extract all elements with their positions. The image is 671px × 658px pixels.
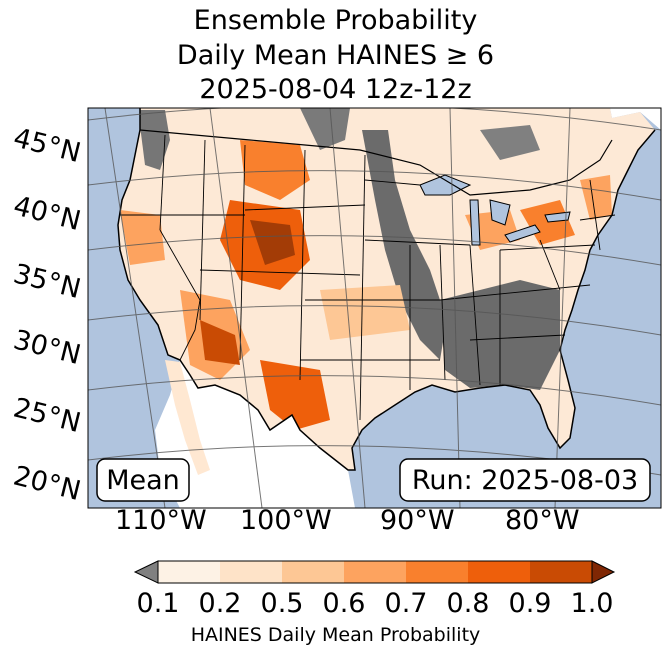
colorbar-label: HAINES Daily Mean Probability: [190, 624, 481, 646]
nodata-northwest: [138, 110, 170, 170]
colorbar-tick-1: 0.2: [198, 588, 242, 619]
lon-label-90w: 90°W: [380, 505, 455, 536]
lake-superior: [419, 174, 472, 196]
nodata-north: [300, 108, 350, 150]
prob-montana: [240, 140, 310, 200]
prob-arizona-high: [200, 320, 240, 365]
colorbar-segment: [158, 561, 221, 583]
state-borders: [120, 134, 616, 421]
colorbar-segment: [406, 561, 469, 583]
prob-california-north: [120, 210, 165, 265]
nodata-plains: [362, 130, 445, 360]
lake-ontario: [544, 211, 571, 223]
chart-title-line-2: Daily Mean HAINES ≥ 6: [176, 40, 495, 71]
colorbar-tick-3: 0.6: [322, 588, 366, 619]
chart-title-line-1: Ensemble Probability: [193, 5, 478, 36]
map-frame: [87, 107, 662, 509]
colorbar: [133, 560, 616, 584]
colorbar-segment: [468, 561, 531, 583]
us-canada-border: [139, 129, 613, 196]
stat-box-text: Mean: [106, 465, 180, 496]
colorbar-tick-5: 0.8: [446, 588, 490, 619]
prob-colorado-high: [250, 220, 295, 265]
colorbar-tick-4: 0.7: [384, 588, 428, 619]
colorbar-segment: [530, 561, 593, 583]
stat-box: [96, 458, 190, 502]
lake-erie: [504, 224, 541, 243]
colorbar-segment: [344, 561, 407, 583]
chart-title-line-3: 2025-08-04 12z-12z: [199, 74, 472, 105]
run-box-text: Run: 2025-08-03: [412, 465, 638, 496]
lake-michigan: [469, 199, 481, 246]
lon-label-110w: 110°W: [115, 505, 207, 536]
prob-northeast: [580, 175, 612, 220]
prob-southern-plains: [320, 285, 410, 340]
us-outline: [117, 108, 656, 471]
colorbar-frame: [157, 560, 593, 584]
lake-huron: [489, 199, 511, 226]
baja-california: [165, 360, 210, 475]
colorbar-segment: [220, 561, 283, 583]
graticule: [88, 108, 661, 508]
lon-label-100w: 100°W: [240, 505, 332, 536]
colorbar-tick-2: 0.5: [260, 588, 304, 619]
colorbar-under-triangle: [133, 560, 159, 584]
colorbar-tick-6: 0.9: [508, 588, 552, 619]
colorbar-tick-7: 1.0: [570, 588, 614, 619]
colorbar-tick-0: 0.1: [136, 588, 180, 619]
colorbar-segment: [282, 561, 345, 583]
prob-texas-west: [260, 360, 330, 430]
lon-label-80w: 80°W: [505, 505, 580, 536]
run-box: [399, 458, 651, 502]
nodata-greatlakes: [480, 125, 540, 160]
colorbar-over-triangle: [591, 560, 616, 584]
